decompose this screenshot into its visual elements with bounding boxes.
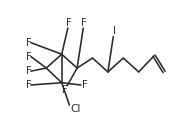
Text: F: F bbox=[66, 18, 71, 28]
Text: I: I bbox=[113, 26, 116, 36]
Text: F: F bbox=[26, 66, 31, 76]
Text: F: F bbox=[26, 51, 31, 62]
Text: Cl: Cl bbox=[70, 104, 81, 114]
Text: F: F bbox=[26, 38, 31, 48]
Text: F: F bbox=[82, 80, 88, 90]
Text: F: F bbox=[26, 80, 31, 90]
Text: F: F bbox=[62, 85, 68, 95]
Text: F: F bbox=[81, 18, 87, 28]
